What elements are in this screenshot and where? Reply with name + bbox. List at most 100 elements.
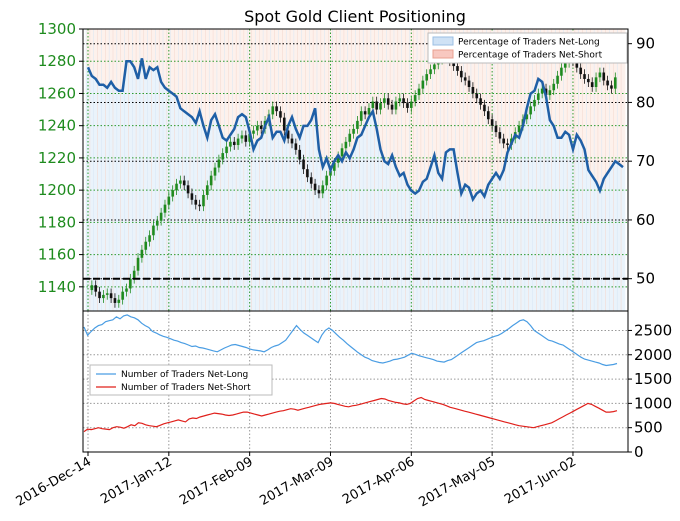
net-short-shading xyxy=(590,29,595,176)
net-short-shading xyxy=(444,29,449,153)
net-short-shading xyxy=(189,29,195,118)
candle-body xyxy=(490,119,494,126)
candle-body xyxy=(217,159,221,168)
net-short-shading xyxy=(501,29,507,170)
net-short-shading xyxy=(143,29,149,79)
candle-body xyxy=(348,133,352,142)
net-short-shading xyxy=(455,29,460,173)
net-long-shading xyxy=(139,58,145,311)
net-long-shading xyxy=(390,155,395,311)
net-long-shading xyxy=(155,67,160,311)
candle-body xyxy=(386,98,390,105)
candle-body xyxy=(113,298,117,303)
candle-body xyxy=(175,183,178,191)
net-short-shading xyxy=(517,29,522,138)
candle-body xyxy=(279,111,282,118)
net-short-shading xyxy=(316,29,322,150)
net-short-shading xyxy=(355,29,360,138)
net-long-shading xyxy=(559,137,564,311)
net-long-shading xyxy=(186,114,191,311)
candle-body xyxy=(163,204,167,213)
net-long-shading xyxy=(120,90,125,311)
candle-body xyxy=(179,180,182,184)
net-long-shading xyxy=(236,117,241,311)
candle-body xyxy=(125,288,128,292)
net-long-shading xyxy=(413,193,418,311)
net-long-shading xyxy=(447,149,453,311)
net-long-shading xyxy=(420,181,426,311)
net-short-shading xyxy=(470,29,476,200)
candle-body xyxy=(421,80,425,89)
net-long-shading xyxy=(393,167,399,311)
candle-body xyxy=(590,82,594,88)
net-short-shading xyxy=(432,29,437,156)
net-long-shading xyxy=(286,125,291,311)
candle-body xyxy=(540,88,544,94)
x-tick-label: 2016-Dec-14 xyxy=(14,454,94,509)
candle-body xyxy=(90,285,94,291)
net-long-shading xyxy=(513,134,518,311)
net-long-shading xyxy=(136,78,141,311)
net-short-shading xyxy=(89,29,95,76)
candle-body xyxy=(282,117,286,131)
net-short-shading xyxy=(524,29,530,109)
candle-body xyxy=(109,293,113,299)
candle-body xyxy=(306,169,309,178)
net-short-shading xyxy=(197,29,202,112)
candle-body xyxy=(452,61,455,67)
net-short-shading xyxy=(224,29,229,141)
net-long-shading xyxy=(547,120,553,311)
net-long-percentage-line xyxy=(86,58,624,203)
net-long-shading xyxy=(497,178,503,311)
candle-body xyxy=(209,175,213,186)
net-long-shading xyxy=(132,67,137,311)
net-short-shading xyxy=(424,29,430,179)
net-short-shading xyxy=(609,29,614,168)
net-short-shading xyxy=(278,29,283,132)
net-short-shading xyxy=(340,29,345,162)
net-long-shading xyxy=(159,81,164,311)
net-long-shading xyxy=(613,161,618,311)
candle-body xyxy=(475,93,479,99)
net-long-shading xyxy=(555,137,560,311)
candle-body xyxy=(587,78,590,83)
net-long-shading xyxy=(363,125,368,311)
net-long-shading xyxy=(170,93,176,311)
candle-body xyxy=(494,125,498,133)
net-short-shading xyxy=(621,29,626,168)
net-long-shading xyxy=(301,125,306,311)
net-short-shading xyxy=(332,29,337,162)
candle-body xyxy=(375,101,378,110)
left-tick-label: 1280 xyxy=(38,52,76,70)
net-short-shading xyxy=(93,29,99,79)
left-tick-label: 1300 xyxy=(38,20,76,38)
candle-body xyxy=(329,170,332,176)
candle-body xyxy=(294,143,298,150)
net-long-shading xyxy=(374,128,380,311)
net-long-shading xyxy=(351,149,356,311)
candle-body xyxy=(456,66,459,71)
net-long-shading xyxy=(97,84,102,311)
net-long-shading xyxy=(116,90,122,311)
net-short-shading xyxy=(567,29,572,135)
candle-body xyxy=(467,80,471,88)
net-long-shading xyxy=(309,120,314,311)
net-short-shading xyxy=(286,29,291,126)
net-long-shading xyxy=(474,193,480,311)
net-short-shading xyxy=(309,29,314,121)
net-long-shading xyxy=(313,108,318,311)
legend-label-net-short-traders: Number of Traders Net-Short xyxy=(121,383,251,393)
net-short-shading xyxy=(440,29,445,179)
candle-body xyxy=(94,285,97,292)
candle-body xyxy=(583,74,586,79)
net-short-shading xyxy=(390,29,395,156)
net-long-shading xyxy=(270,137,276,311)
net-short-shading xyxy=(139,29,145,59)
net-short-shading xyxy=(243,29,249,118)
net-short-shading xyxy=(451,29,456,150)
net-short-shading xyxy=(112,29,118,88)
candle-body xyxy=(463,77,467,81)
net-short-shading xyxy=(367,29,372,118)
net-short-shading xyxy=(247,29,253,132)
